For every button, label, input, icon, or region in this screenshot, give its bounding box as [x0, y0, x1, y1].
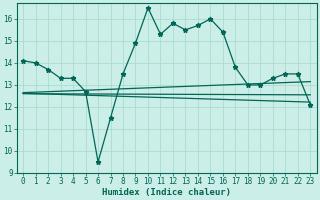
X-axis label: Humidex (Indice chaleur): Humidex (Indice chaleur) [102, 188, 231, 197]
